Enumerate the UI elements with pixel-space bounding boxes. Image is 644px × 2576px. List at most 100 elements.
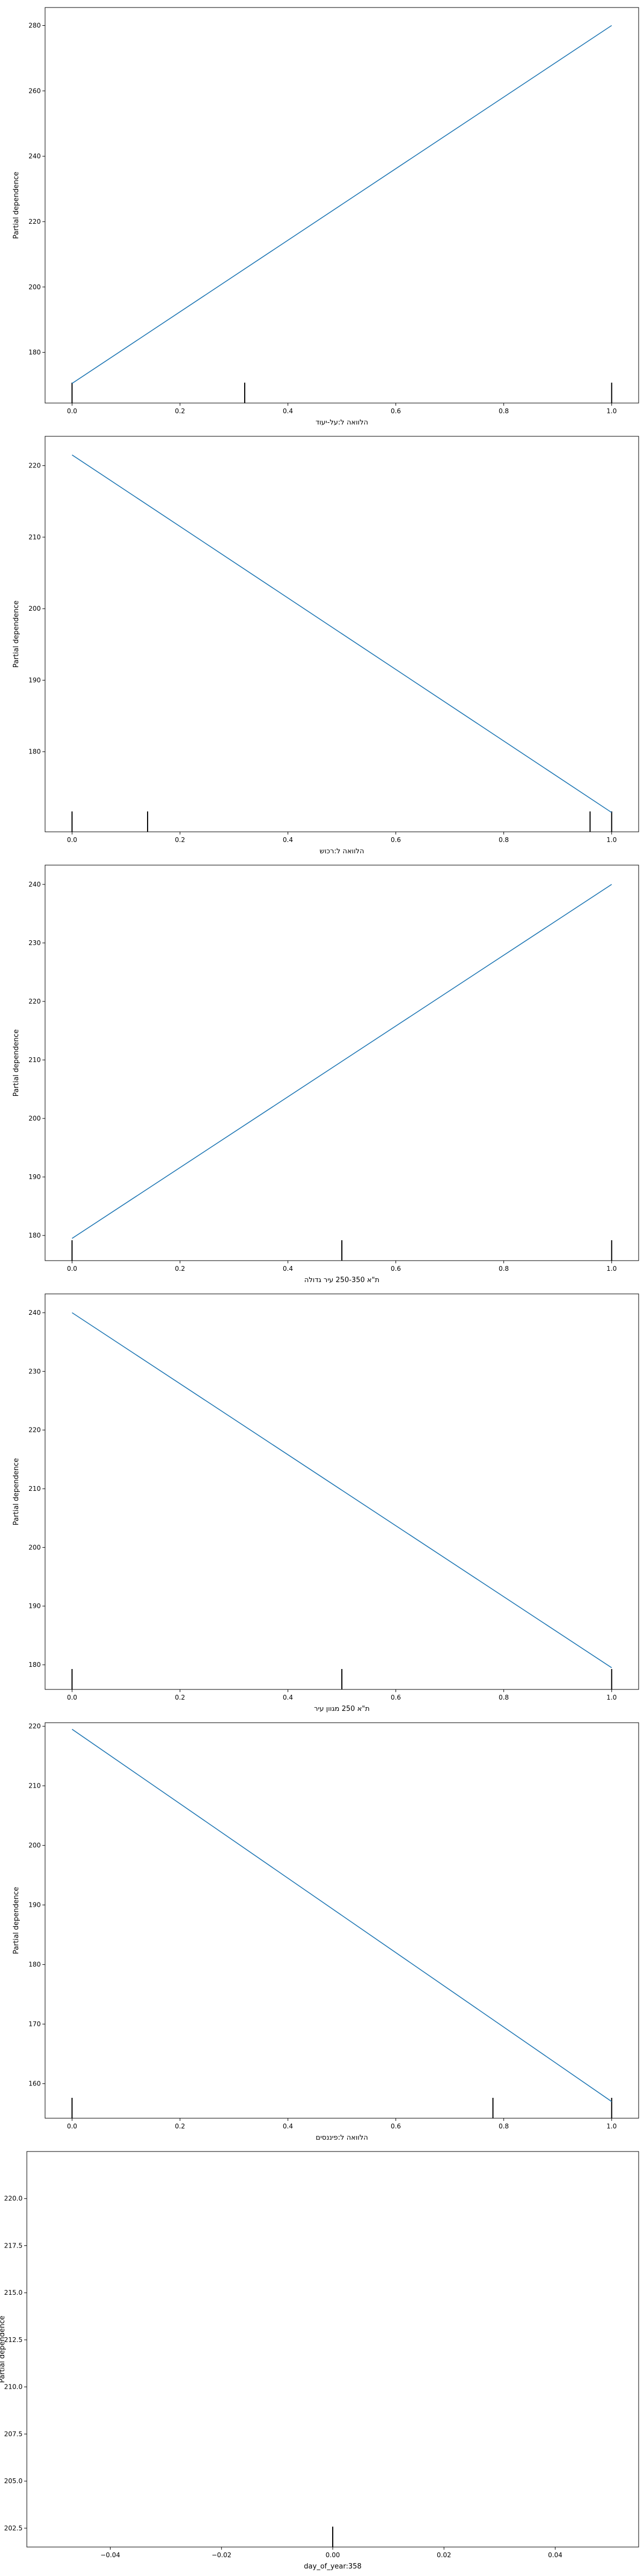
x-tick-label: 0.04 <box>548 2551 562 2559</box>
x-tick-label: 1.0 <box>606 1694 617 1701</box>
y-tick-label: 205.0 <box>4 2477 23 2485</box>
axes-frame <box>26 2151 639 2548</box>
x-tick-label: 0.4 <box>283 2123 293 2130</box>
y-axis-label: Partial dependence <box>12 1029 20 1096</box>
x-tick-label: 0.8 <box>499 2123 509 2130</box>
x-tick-label: 0.4 <box>283 407 293 415</box>
y-tick-label: 215.0 <box>4 2289 23 2296</box>
x-tick-label: 1.0 <box>606 2123 617 2130</box>
y-tick-label: 260 <box>28 87 41 94</box>
y-axis-label: Partial dependence <box>0 2316 6 2383</box>
x-tick-label: 0.8 <box>499 407 509 415</box>
y-tick-label: 240 <box>28 152 41 160</box>
y-tick-label: 200 <box>28 283 41 291</box>
y-tick-label: 220 <box>28 1426 41 1434</box>
x-tick-label: 0.4 <box>283 1694 293 1701</box>
pd-line <box>71 25 612 384</box>
pd-line <box>71 884 612 1239</box>
y-tick-label: 202.5 <box>4 2524 23 2532</box>
x-tick-label: 0.8 <box>499 1265 509 1272</box>
x-tick-label: 0.2 <box>175 836 185 844</box>
axes-frame <box>45 1722 639 2119</box>
pd-panel-4: 0.0 0.2 0.4 0.6 0.8 1.0 180 190 200 210 220 230 240 ת… <box>12 1293 639 1713</box>
x-tick-label: 0.00 <box>326 2551 340 2559</box>
y-tick-label: 280 <box>28 22 41 30</box>
x-tick-label: 0.0 <box>67 2123 77 2130</box>
pd-panel-3: 0.0 0.2 0.4 0.6 0.8 1.0 180 190 200 210 220 230 240 ת… <box>12 865 639 1284</box>
y-tick-label: 210 <box>28 1056 41 1064</box>
pd-panel-1: 0.0 0.2 0.4 0.6 0.8 1.0 180 200 220 240 260 280 הלוו… <box>12 7 639 427</box>
y-tick-label: 217.5 <box>4 2242 23 2249</box>
y-tick-label: 210.0 <box>4 2383 23 2391</box>
y-tick-label: 220 <box>28 1723 41 1730</box>
x-axis-label: ת"א 250-350 עיר גדולה <box>304 1276 379 1284</box>
x-tick-label: 0.0 <box>67 407 77 415</box>
y-tick-label: 210 <box>28 1485 41 1492</box>
y-axis-label: Partial dependence <box>12 601 20 668</box>
pd-panel-2: 0.0 0.2 0.4 0.6 0.8 1.0 180 190 200 210 220 הלוואה … <box>12 436 639 855</box>
axes-frame <box>45 865 639 1261</box>
y-tick-label: 180 <box>28 748 41 756</box>
y-tick-label: 190 <box>28 1602 41 1610</box>
pd-line <box>71 1729 612 2102</box>
y-tick-label: 200 <box>28 1842 41 1849</box>
x-tick-label: −0.02 <box>211 2551 231 2559</box>
y-tick-label: 160 <box>28 2080 41 2088</box>
x-tick-label: 0.02 <box>437 2551 451 2559</box>
x-axis-label: הלוואה ל:רכוש <box>319 847 364 855</box>
axes-frame <box>45 7 639 404</box>
y-tick-label: 210 <box>28 1782 41 1790</box>
y-tick-label: 200 <box>28 605 41 612</box>
x-tick-label: 0.0 <box>67 836 77 844</box>
axes-frame <box>45 436 639 832</box>
y-axis-label: Partial dependence <box>12 1458 20 1525</box>
x-tick-label: −0.04 <box>100 2551 120 2559</box>
y-axis-label: Partial dependence <box>12 172 20 239</box>
x-tick-label: 0.6 <box>391 1265 401 1272</box>
y-tick-label: 190 <box>28 1173 41 1181</box>
y-tick-label: 210 <box>28 533 41 541</box>
x-tick-label: 0.2 <box>175 2123 185 2130</box>
pd-panel-6: −0.04 −0.02 0.00 0.02 0.04 202.5 205.0 207.5 210… <box>0 2151 639 2571</box>
x-tick-label: 0.6 <box>391 407 401 415</box>
x-tick-label: 0.4 <box>283 836 293 844</box>
x-tick-label: 1.0 <box>606 1265 617 1272</box>
x-axis-label: הלוואה ל:על-יעוד <box>316 419 368 427</box>
y-tick-label: 200 <box>28 1115 41 1122</box>
x-tick-label: 0.6 <box>391 836 401 844</box>
y-tick-label: 230 <box>28 1367 41 1375</box>
x-axis-label: ת"א 250 מגוון עיר <box>314 1705 370 1713</box>
x-tick-label: 0.8 <box>499 1694 509 1701</box>
x-tick-label: 0.6 <box>391 1694 401 1701</box>
x-tick-label: 0.8 <box>499 836 509 844</box>
y-tick-label: 220 <box>28 218 41 225</box>
y-tick-label: 180 <box>28 1961 41 1968</box>
x-tick-label: 0.6 <box>391 2123 401 2130</box>
y-tick-label: 180 <box>28 349 41 356</box>
x-axis-label: day_of_year:358 <box>304 2563 361 2571</box>
y-tick-label: 200 <box>28 1543 41 1551</box>
x-tick-label: 1.0 <box>606 407 617 415</box>
y-tick-label: 190 <box>28 676 41 684</box>
y-tick-label: 180 <box>28 1232 41 1239</box>
y-tick-label: 170 <box>28 2021 41 2028</box>
pd-panel-5: 0.0 0.2 0.4 0.6 0.8 1.0 160 170 180 190 200 210 220 ה… <box>12 1722 639 2142</box>
x-tick-label: 0.4 <box>283 1265 293 1272</box>
x-tick-label: 0.2 <box>175 407 185 415</box>
x-tick-label: 1.0 <box>606 836 617 844</box>
x-tick-label: 0.2 <box>175 1265 185 1272</box>
x-tick-label: 0.2 <box>175 1694 185 1701</box>
y-tick-label: 240 <box>28 1309 41 1316</box>
y-tick-label: 220 <box>28 462 41 470</box>
pd-line <box>71 454 612 813</box>
y-tick-label: 180 <box>28 1661 41 1668</box>
y-tick-label: 230 <box>28 939 41 947</box>
y-tick-label: 220 <box>28 998 41 1005</box>
pd-line <box>71 1312 612 1668</box>
y-tick-label: 212.5 <box>4 2336 23 2344</box>
x-tick-label: 0.0 <box>67 1265 77 1272</box>
x-tick-label: 0.0 <box>67 1694 77 1701</box>
x-axis-label: הלוואה ל:פיננסים <box>316 2134 368 2142</box>
y-tick-label: 207.5 <box>4 2430 23 2438</box>
